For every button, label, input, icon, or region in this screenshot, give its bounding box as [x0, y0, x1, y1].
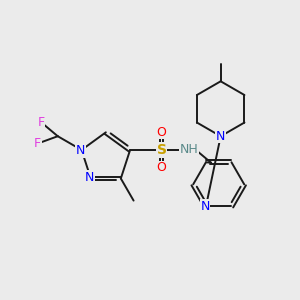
Text: F: F	[38, 116, 45, 129]
Text: O: O	[157, 126, 166, 139]
Text: N: N	[76, 144, 85, 158]
Text: N: N	[216, 130, 225, 143]
Text: N: N	[85, 171, 94, 184]
Text: N: N	[200, 200, 210, 213]
Text: NH: NH	[180, 143, 198, 157]
Text: F: F	[34, 137, 41, 150]
Text: S: S	[157, 143, 166, 157]
Text: O: O	[157, 161, 166, 174]
